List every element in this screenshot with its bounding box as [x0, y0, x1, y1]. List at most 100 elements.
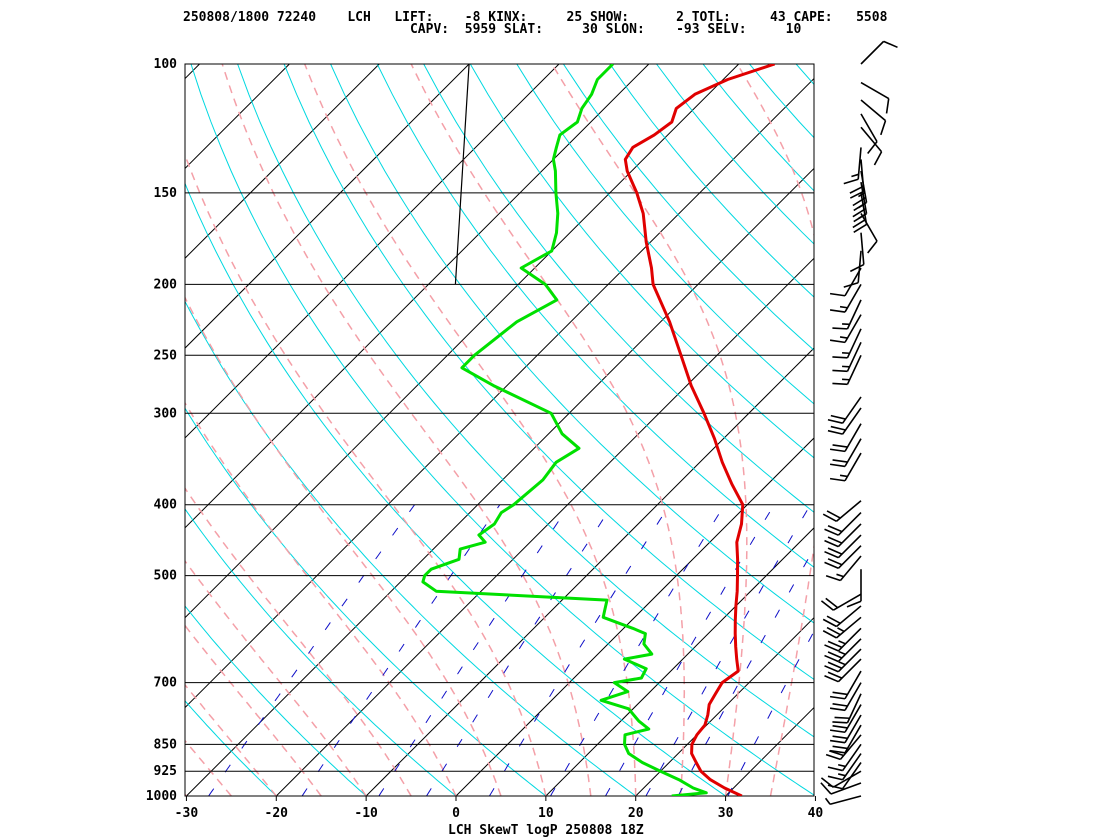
isotherm-line — [186, 167, 814, 796]
temperature-tick-label: 30 — [718, 806, 734, 821]
wind-barb-shaft — [832, 770, 862, 788]
temperature-tick-label: 40 — [808, 806, 824, 821]
isotherm-line — [455, 437, 814, 796]
wind-barb-shaft — [835, 605, 862, 628]
wind-barb-shaft — [835, 500, 862, 522]
wind-barb — [825, 555, 862, 582]
wind-barb-feather — [824, 665, 839, 673]
wind-barb-feather — [824, 550, 839, 559]
temperature-tick-label: -10 — [354, 806, 378, 821]
wind-barb-feather — [827, 536, 843, 544]
wind-barb-feather — [827, 640, 843, 649]
mixing-ratio-line — [645, 504, 811, 796]
plot-border — [184, 63, 815, 797]
dry-adiabat-line — [237, 64, 814, 738]
wind-barb — [824, 545, 862, 570]
wind-barb-feather — [822, 513, 837, 522]
wind-barb-feather — [830, 414, 846, 420]
wind-barb-feather — [852, 218, 867, 229]
wind-barb-shaft — [860, 126, 883, 153]
isotherm-line — [185, 64, 470, 349]
pressure-tick-label: 100 — [154, 57, 178, 72]
wind-barb-shaft — [832, 593, 862, 611]
wind-barb-feather — [826, 510, 841, 519]
temperature-tick-label: -30 — [175, 806, 199, 821]
wind-barb-feather — [820, 782, 832, 795]
wind-barb-feather — [827, 775, 843, 781]
wind-barb — [822, 605, 862, 628]
wind-barb-feather — [838, 660, 846, 666]
wind-barb — [824, 523, 862, 548]
wind-barb-feather — [853, 201, 867, 212]
wind-barb-shaft — [860, 192, 868, 225]
wind-barb — [824, 638, 862, 663]
wind-barb-shaft — [830, 782, 862, 795]
wind-barb-feather — [849, 263, 865, 273]
wind-barb-feather — [829, 292, 846, 297]
moist-adiabat-line — [815, 64, 938, 796]
wind-barb-shaft — [844, 283, 862, 313]
wind-barb — [829, 314, 862, 344]
moist-adiabat-line — [185, 401, 457, 796]
wind-barb-shaft — [860, 213, 878, 242]
wind-barb — [832, 354, 862, 386]
dry-adiabat-line — [516, 64, 814, 405]
isotherm-line — [0, 64, 20, 796]
wind-barb-shaft — [857, 147, 862, 180]
mixing-ratio-line — [677, 547, 814, 796]
mixing-ratio-line — [605, 504, 775, 796]
wind-barb — [824, 511, 862, 536]
wind-barb-shaft — [860, 232, 865, 265]
dry-adiabat-line — [889, 64, 1120, 796]
wind-barb-shaft — [846, 299, 862, 330]
wind-barb-feather — [827, 766, 843, 772]
wind-barb-feather — [873, 151, 883, 166]
wind-barb-feather — [827, 671, 843, 679]
wind-barb-feather — [827, 661, 843, 669]
wind-barb-feather — [832, 327, 848, 330]
wind-barb-shaft — [844, 704, 862, 733]
wind-barb-feather — [853, 223, 867, 234]
wind-barb — [832, 328, 862, 359]
wind-barb — [829, 682, 862, 712]
wind-barb-shaft — [846, 328, 862, 359]
wind-barb-feather — [843, 281, 859, 288]
wind-barb-shaft — [837, 658, 862, 683]
wind-barb — [824, 534, 862, 559]
wind-barb — [860, 113, 878, 154]
dry-adiabat-line — [609, 64, 814, 298]
wind-barb — [832, 299, 862, 330]
wind-barb-feather — [824, 654, 839, 663]
wind-barb-shaft — [844, 438, 862, 467]
wind-barb — [846, 569, 862, 608]
wind-barb-shaft — [841, 753, 862, 781]
wind-barb-feather — [834, 716, 850, 720]
dry-adiabat-line — [562, 64, 814, 351]
temperature-tick-label: -20 — [265, 806, 289, 821]
sounding-header-line1: 250808/1800 72240 LCH LIFT: -8 KINX: 25 … — [183, 10, 888, 25]
wind-barb — [827, 407, 862, 435]
pressure-tick-label: 850 — [154, 737, 178, 752]
isotherm-line — [185, 64, 380, 259]
dry-adiabat-line — [423, 64, 814, 513]
wind-barb-feather — [825, 597, 839, 609]
wind-barb-feather — [832, 703, 848, 707]
wind-barb — [832, 341, 862, 373]
wind-barb-feather — [832, 721, 848, 724]
dry-adiabat-line — [185, 508, 457, 796]
chart-title: LCH SkewT logP 250808 18Z — [448, 823, 644, 838]
wind-barb — [843, 147, 862, 185]
wind-barb-feather — [849, 185, 864, 194]
wind-barb-shaft — [837, 627, 862, 652]
dewpoint-trace — [421, 64, 708, 796]
dry-adiabat-line — [702, 64, 814, 192]
wind-barb-feather — [827, 429, 843, 435]
wind-barb-shaft — [837, 648, 862, 673]
wind-barb — [824, 658, 862, 683]
wind-barb-feather — [827, 418, 843, 424]
wind-barb-feather — [827, 651, 843, 659]
isotherm-lines — [0, 64, 814, 796]
moist-adiabat-line — [221, 64, 592, 796]
wind-barb-feather — [822, 630, 837, 639]
